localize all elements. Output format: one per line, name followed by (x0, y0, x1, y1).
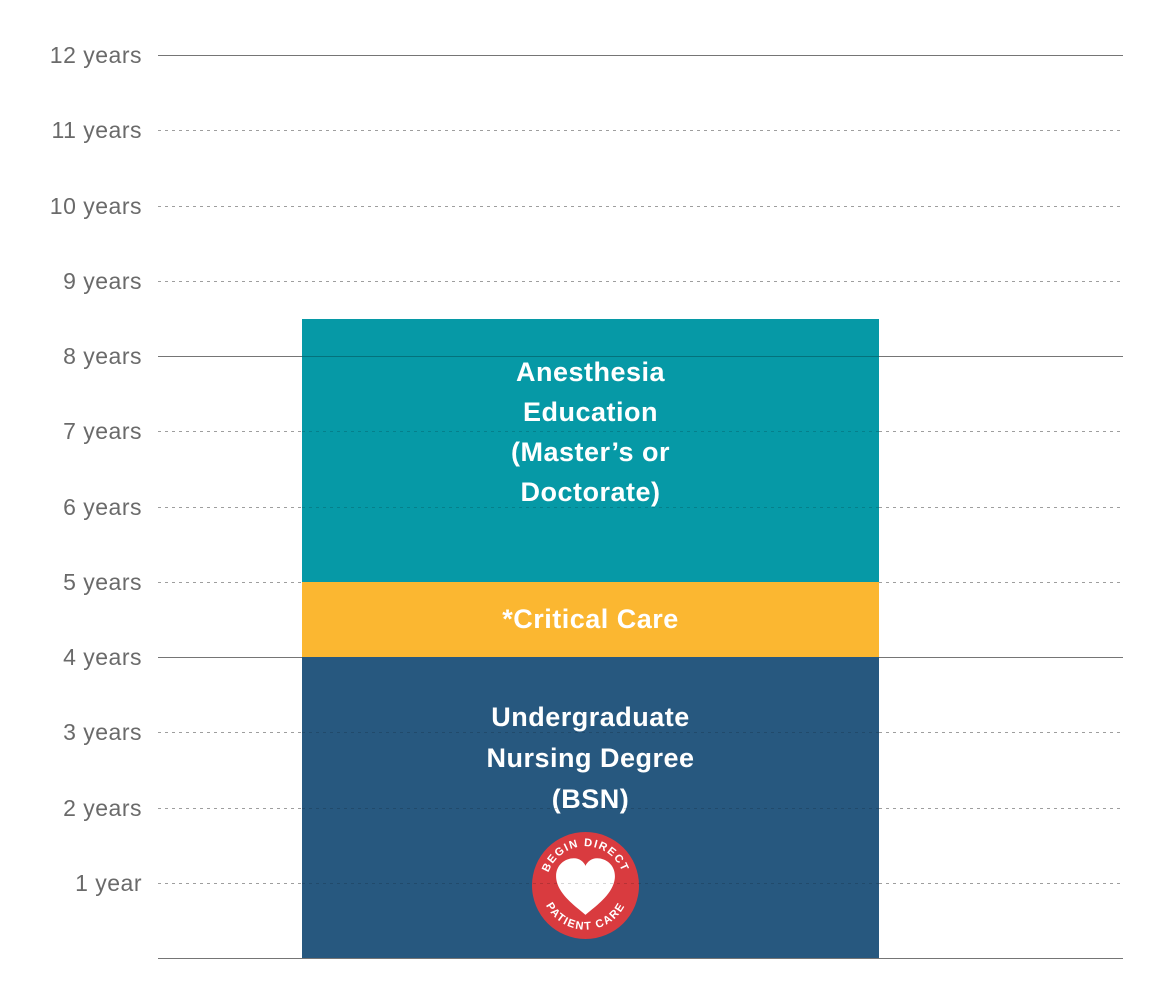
segment-label-line: (Master’s or (510, 436, 671, 467)
segment-label-line: Nursing Degree (486, 742, 695, 773)
y-tick-label: 9 years (63, 268, 142, 294)
bar-gridline-overlay-8-years (302, 356, 879, 357)
y-tick-label: 2 years (63, 795, 142, 821)
y-tick-label: 6 years (63, 494, 142, 520)
gridline-11-years (158, 130, 1123, 131)
y-tick-label: 10 years (49, 193, 142, 219)
segment-label-line: Anesthesia (515, 356, 666, 387)
segment-label-line: Education (522, 396, 658, 427)
y-tick-label: 3 years (63, 719, 142, 745)
bar-segment-label: Undergraduate Nursing Degree (BSN) (302, 697, 879, 820)
gridline-12-years (158, 55, 1123, 56)
bar-gridline-overlay-3-years (302, 732, 879, 733)
y-tick-label: 8 years (63, 343, 142, 369)
heart-icon (555, 857, 615, 915)
y-tick-label: 12 years (49, 42, 142, 68)
patient-care-badge: BEGIN DIRECT PATIENT CARE (531, 831, 639, 939)
y-tick-label: 7 years (63, 418, 142, 444)
y-tick-label: 11 years (51, 117, 142, 143)
gridline-10-years (158, 206, 1123, 207)
bar-gridline-overlay-6-years (302, 507, 879, 508)
segment-label-line: (BSN) (551, 783, 630, 814)
bar-gridline-overlay-1-year (302, 883, 879, 884)
segment-label-line: Doctorate) (520, 476, 661, 507)
bar-gridline-overlay-2-years (302, 808, 879, 809)
bar-segment-critical-care: *Critical Care (302, 582, 879, 657)
y-tick-label: 5 years (63, 569, 142, 595)
bar-gridline-overlay-7-years (302, 431, 879, 432)
bar-segment-label: *Critical Care (502, 604, 679, 634)
y-tick-label: 4 years (63, 644, 142, 670)
bar-segment-anesthesia-education: Anesthesia Education (Master’s or Doctor… (302, 318, 879, 582)
bar-segment-bsn: Undergraduate Nursing Degree (BSN) BEGIN… (302, 657, 879, 958)
education-path-bar: Anesthesia Education (Master’s or Doctor… (302, 318, 879, 958)
baseline-axis (158, 958, 1123, 959)
bar-segment-label: Anesthesia Education (Master’s or Doctor… (302, 352, 879, 512)
y-tick-label: 1 year (75, 870, 142, 896)
gridline-9-years (158, 281, 1123, 282)
patient-care-badge-graphic: BEGIN DIRECT PATIENT CARE (531, 831, 639, 939)
segment-label-line: Undergraduate (491, 701, 690, 732)
